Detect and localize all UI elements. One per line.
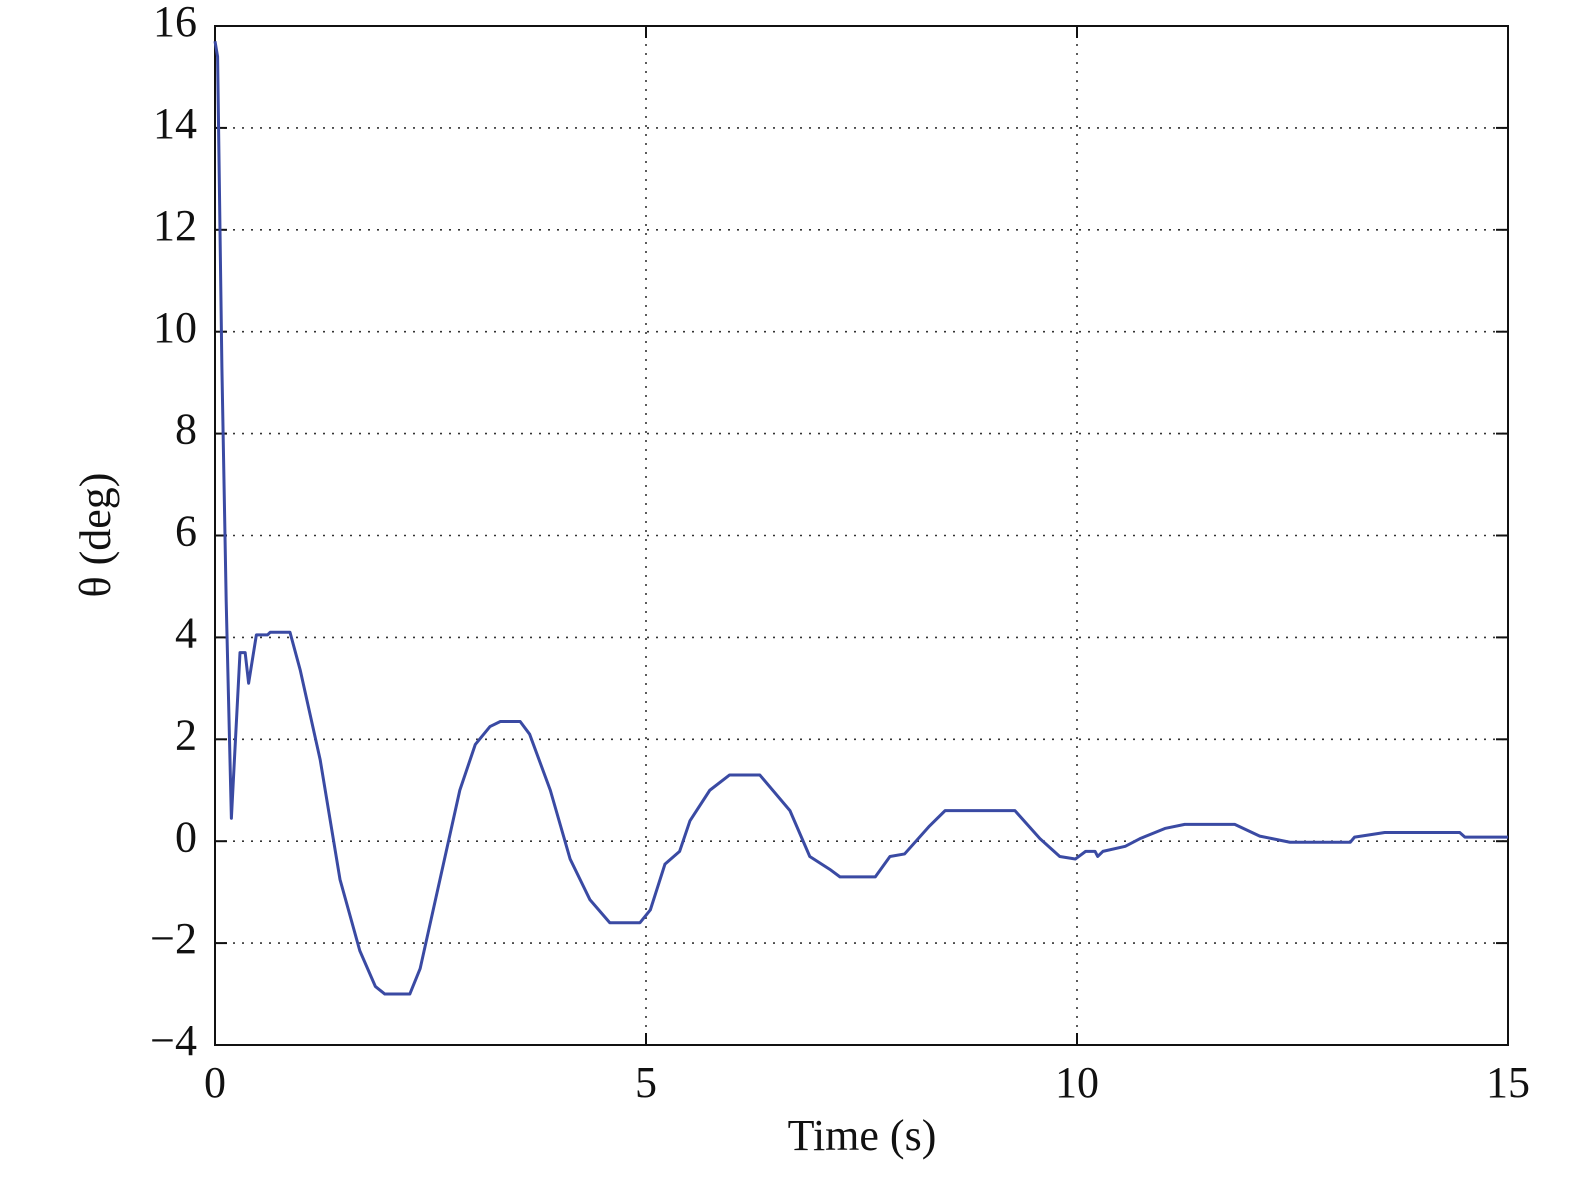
y-tick-label: 10 xyxy=(153,303,197,352)
data-line xyxy=(213,41,1508,996)
y-tick-label: 12 xyxy=(153,201,197,250)
x-tick-label: 15 xyxy=(1486,1058,1530,1107)
y-axis-label: θ (deg) xyxy=(71,473,120,598)
y-tick-label: 14 xyxy=(153,99,197,148)
y-tick-label: 6 xyxy=(175,507,197,556)
plot-frame xyxy=(214,25,1509,1046)
y-tick-label: 2 xyxy=(175,710,197,759)
x-tick-label: 0 xyxy=(204,1058,226,1107)
x-axis-label: Time (s) xyxy=(788,1111,937,1160)
y-tick-label: −2 xyxy=(150,914,197,963)
y-tick-label: 16 xyxy=(153,0,197,46)
y-tick-label: −4 xyxy=(150,1016,197,1065)
y-tick-label: 8 xyxy=(175,405,197,454)
x-tick-label: 10 xyxy=(1055,1058,1099,1107)
x-tick-label: 5 xyxy=(635,1058,657,1107)
y-tick-label: 4 xyxy=(175,608,197,657)
y-tick-label: 0 xyxy=(175,812,197,861)
